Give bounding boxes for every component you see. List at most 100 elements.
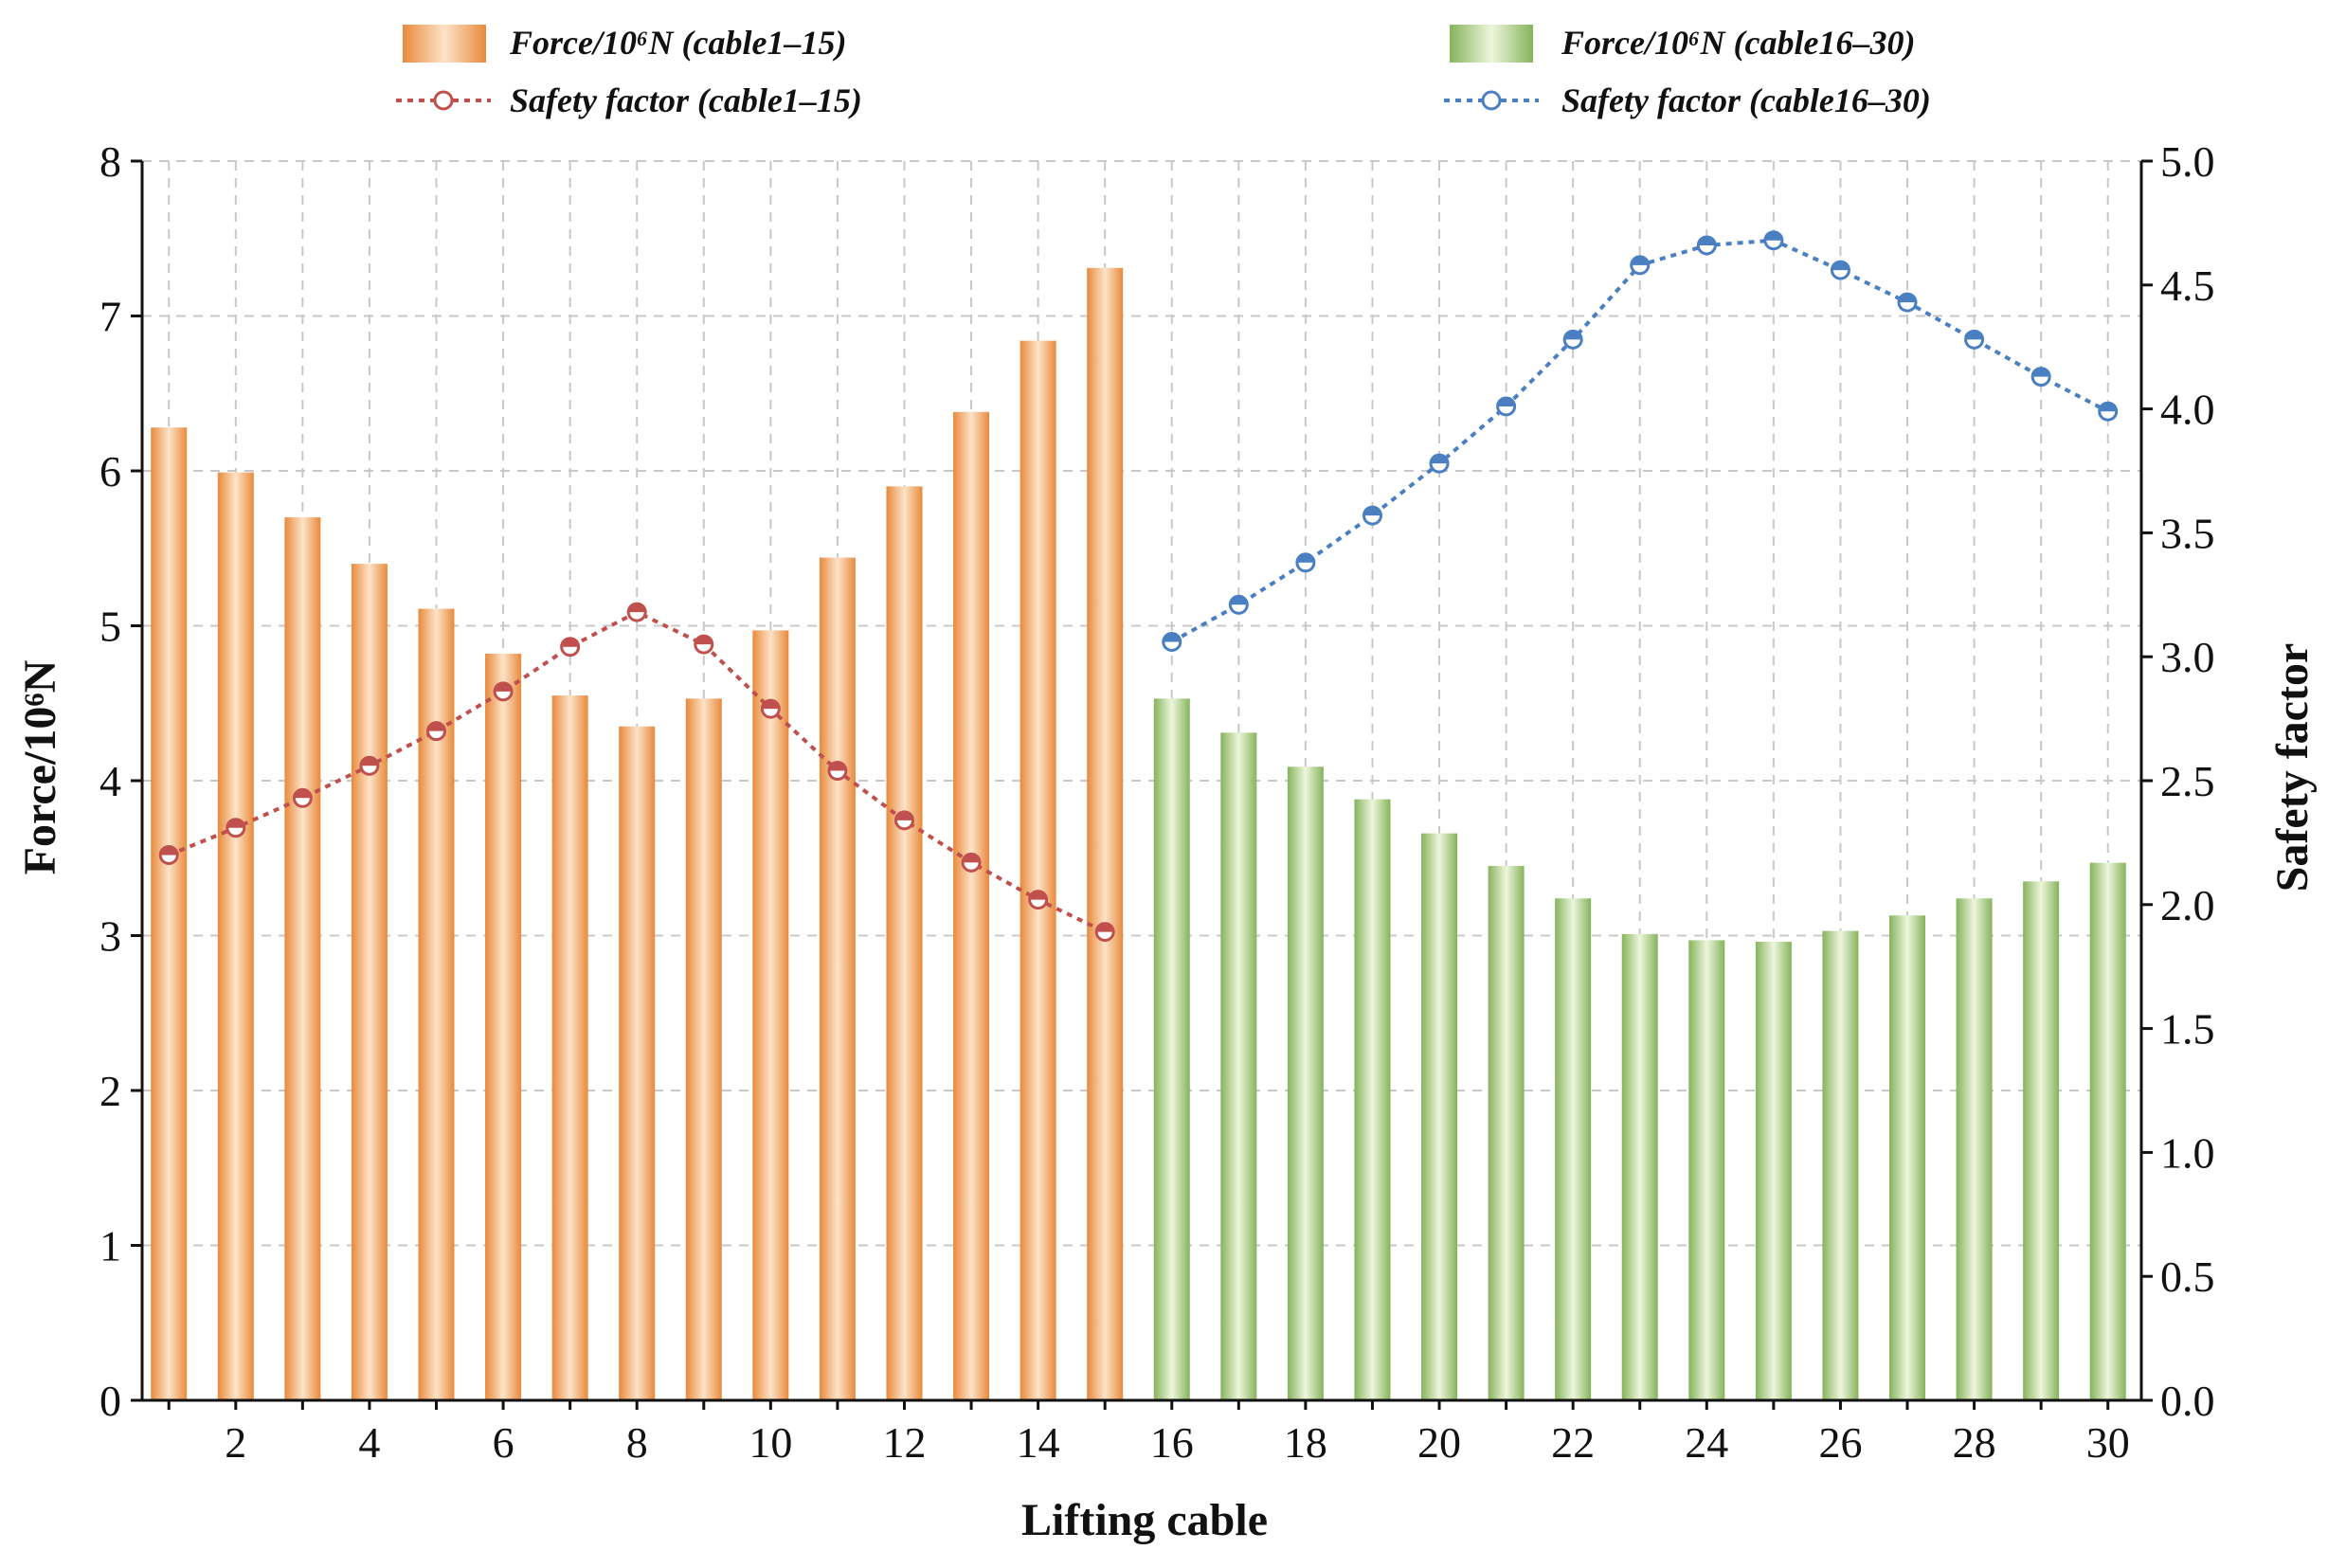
y-tick-label: 1 [99,1222,121,1271]
bar [1688,940,1725,1400]
legend-item-force-cable1-15: Force/10⁶N (cable1–15) [403,24,846,63]
legend-item-safety-cable1-15: Safety factor (cable1–15) [396,81,862,119]
bar [752,630,789,1400]
y-tick-label: 5 [99,603,121,651]
data-point-fill [895,811,913,820]
bar [1220,732,1257,1400]
y2-tick-label: 2.0 [2160,881,2215,929]
data-point-fill [160,846,178,856]
x-tick-label: 22 [1551,1418,1595,1467]
y2-tick-label: 3.5 [2160,509,2215,557]
x-tick-label: 14 [1017,1418,1060,1467]
y2-tick-label: 3.0 [2160,633,2215,681]
bar [551,695,588,1400]
data-point-fill [1029,891,1047,900]
legend-item-safety-cable16-30: Safety factor (cable16–30) [1444,81,1931,119]
x-tick-label: 6 [493,1418,514,1467]
x-axis-title: Lifting cable [1021,1495,1268,1545]
data-point-fill [360,757,378,766]
data-point-fill [1965,331,1983,340]
bar [1956,898,1993,1400]
data-point-fill [294,789,312,799]
bar [953,411,990,1400]
bar [1755,942,1792,1400]
y2-axis-title: Safety factor [2267,643,2318,892]
bar [2089,862,2126,1400]
data-point-fill [1096,923,1114,932]
bar [1087,267,1124,1401]
legend: Force/10⁶N (cable1–15) Safety factor (ca… [396,24,1931,119]
x-tick-label: 20 [1417,1418,1461,1467]
x-tick-label: 18 [1284,1418,1327,1467]
data-point-fill [495,682,513,692]
y2-tick-label: 1.5 [2160,1005,2215,1054]
y2-tick-label: 0.0 [2160,1377,2215,1425]
data-point-fill [1899,294,1917,303]
x-tick-label: 30 [2086,1418,2130,1467]
legend-swatch-orange-bar [403,25,486,63]
legend-label: Safety factor (cable1–15) [510,81,862,119]
bar [819,557,856,1400]
bar [2023,881,2060,1400]
ticks: 2 4 6 8 10 12 14 16 18 20 22 24 26 28 300123456780.00.… [99,137,2215,1467]
y2-tick-label: 4.5 [2160,261,2215,310]
legend-swatch-green-bar [1450,25,1533,63]
data-point-fill [1832,261,1850,271]
x-tick-label: 24 [1685,1418,1728,1467]
bar [1889,915,1926,1400]
bar [1421,833,1458,1400]
y-tick-label: 3 [99,912,121,961]
legend-label: Safety factor (cable16–30) [1561,81,1931,119]
x-tick-label: 12 [882,1418,926,1467]
data-point-fill [628,604,646,613]
data-point-fill [1631,256,1649,265]
x-tick-label: 28 [1953,1418,1996,1467]
bar [217,472,254,1400]
data-point-fill [1163,633,1181,642]
legend-swatch-red-marker [433,90,454,111]
bar [685,698,722,1400]
y-tick-label: 2 [99,1067,121,1115]
bar [1621,933,1658,1400]
y2-tick-label: 0.5 [2160,1253,2215,1301]
x-tick-label: 4 [358,1418,380,1467]
lines [158,230,2119,943]
bar [485,653,522,1400]
y2-tick-label: 5.0 [2160,137,2215,186]
data-point-fill [1698,236,1716,245]
x-tick-label: 2 [225,1418,246,1467]
legend-item-force-cable16-30: Force/10⁶N (cable16–30) [1450,24,1915,63]
data-point-fill [561,638,579,647]
bar [351,564,388,1400]
data-point-fill [1431,455,1449,464]
legend-swatch-blue-marker [1481,90,1502,111]
data-point-fill [695,636,713,645]
y2-tick-label: 2.5 [2160,757,2215,805]
x-tick-label: 10 [749,1418,792,1467]
bar [1354,799,1391,1400]
bar [886,486,923,1400]
bar [1020,340,1056,1400]
data-point-fill [1764,231,1782,241]
data-point-fill [2032,368,2050,377]
data-point-fill [963,854,981,863]
data-point-fill [1296,553,1314,563]
y2-tick-label: 1.0 [2160,1128,2215,1177]
data-point-fill [1230,596,1248,605]
data-point-fill [1497,397,1515,406]
bar [1287,766,1324,1400]
data-point-fill [427,722,445,731]
data-point-fill [762,700,780,710]
y-tick-label: 7 [99,293,121,341]
x-tick-label: 26 [1818,1418,1862,1467]
bar [619,726,656,1400]
y-tick-label: 6 [99,447,121,496]
data-point-fill [1564,331,1582,340]
data-point-fill [828,762,846,771]
x-tick-label: 8 [626,1418,648,1467]
x-tick-label: 16 [1150,1418,1194,1467]
data-point-fill [2099,403,2117,412]
legend-label: Force/10⁶N (cable1–15) [509,24,846,62]
bar [1555,898,1592,1400]
